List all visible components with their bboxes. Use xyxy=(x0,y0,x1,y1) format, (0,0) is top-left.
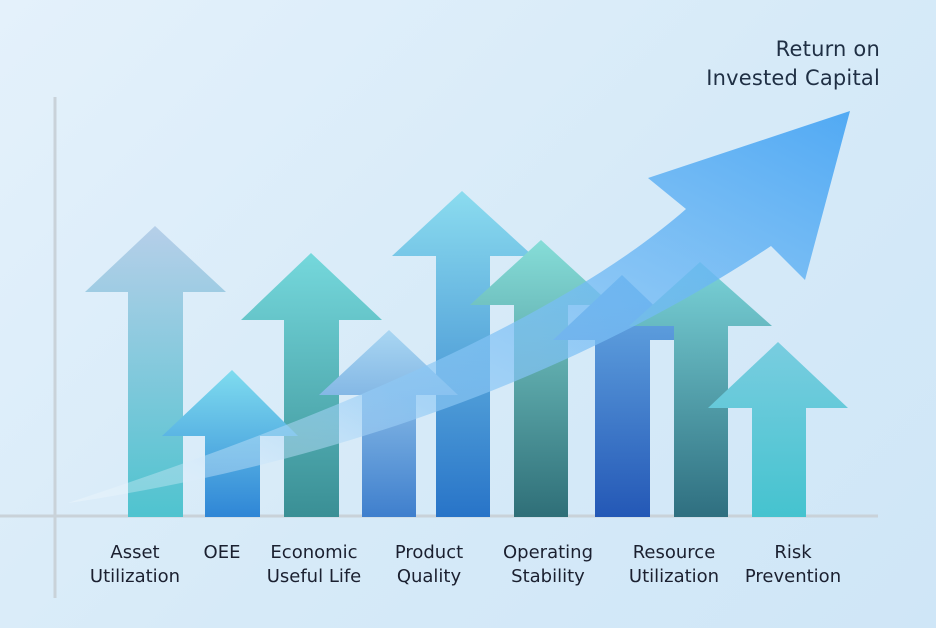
goal-label: Return on Invested Capital xyxy=(660,35,880,93)
category-line-1: Resource xyxy=(632,542,716,563)
category-risk-prevention: Risk Prevention xyxy=(728,541,858,589)
category-economic-useful-life: Economic Useful Life xyxy=(249,541,379,589)
category-oee: OEE xyxy=(157,541,287,565)
arrow-operating-stability xyxy=(470,240,612,517)
category-line-1: OEE xyxy=(203,542,241,563)
category-line-2: Stability xyxy=(511,566,585,587)
arrow-oee xyxy=(162,370,298,517)
category-line-2: Utilization xyxy=(628,566,720,587)
category-line-2: Quality xyxy=(396,566,462,587)
category-line-1: Product xyxy=(394,542,464,563)
arrow-asset-utilization xyxy=(85,226,226,517)
category-line-1: Operating xyxy=(503,542,593,563)
arrow-risk-prevention xyxy=(708,342,848,517)
category-line-2: Useful Life xyxy=(266,566,362,587)
arrow-economic-useful-life xyxy=(241,253,382,517)
arrow-resource-utilization xyxy=(629,262,772,517)
category-asset-utilization: Asset Utilization xyxy=(70,541,200,589)
category-line-1: Asset xyxy=(110,542,160,563)
category-line-2: Utilization xyxy=(89,566,181,587)
category-product-quality: Product Quality xyxy=(364,541,494,589)
category-resource-utilization: Resource Utilization xyxy=(609,541,739,589)
category-line-1: Risk xyxy=(774,542,812,563)
category-line-1: Economic xyxy=(270,542,358,563)
goal-line-2: Invested Capital xyxy=(706,66,880,90)
goal-line-1: Return on xyxy=(775,37,880,61)
trend-arrow xyxy=(68,111,850,503)
category-line-2: Prevention xyxy=(744,566,842,587)
category-operating-stability: Operating Stability xyxy=(483,541,613,589)
